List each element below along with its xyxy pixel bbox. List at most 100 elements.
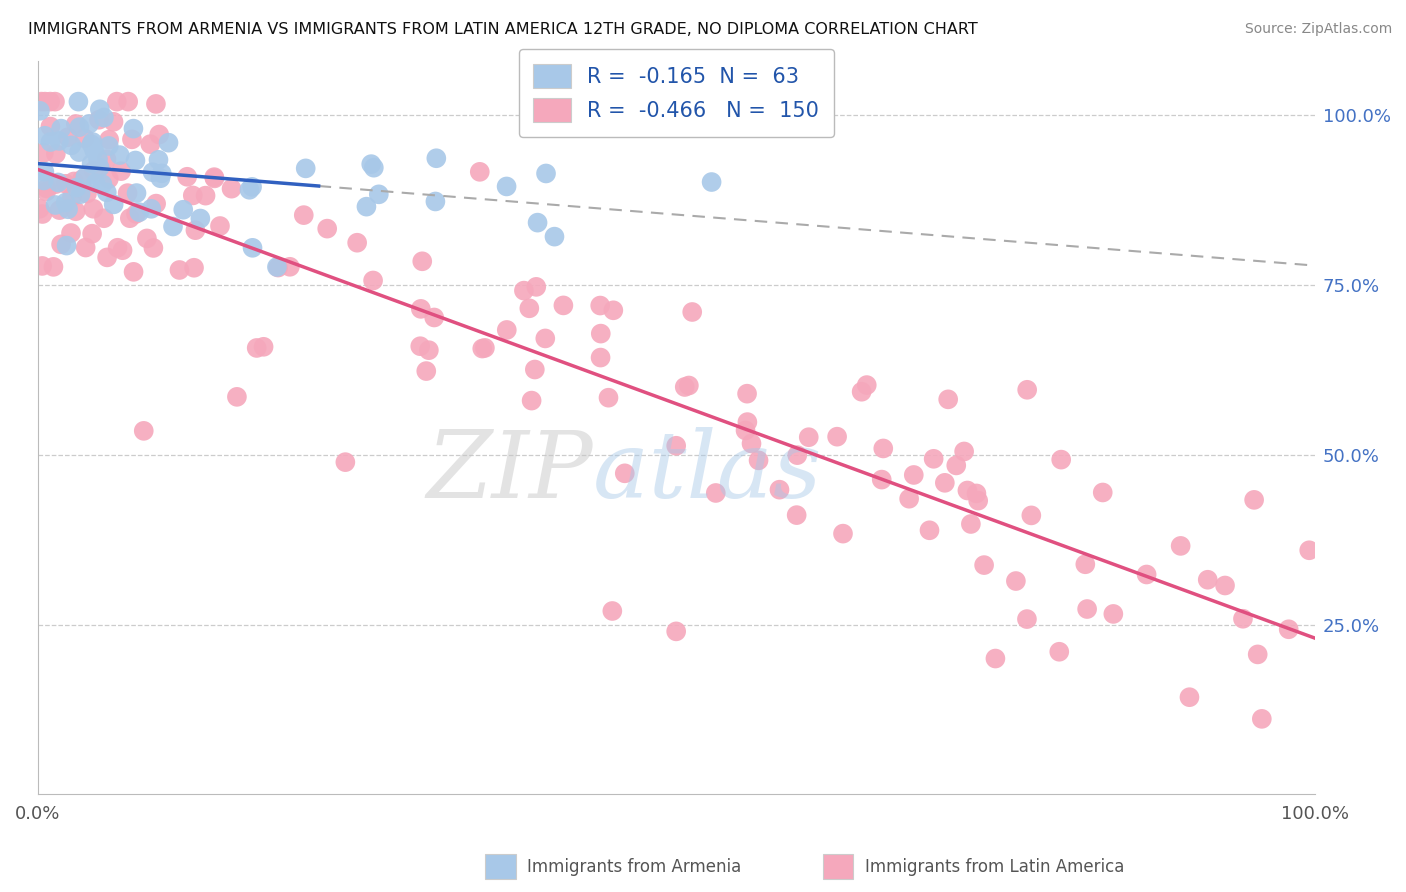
Point	[96, 251, 118, 265]
Point	[169, 263, 191, 277]
Point	[361, 273, 384, 287]
Point	[204, 171, 226, 186]
Point	[700, 175, 723, 189]
Point	[145, 196, 167, 211]
Point	[45, 147, 67, 161]
Point	[1102, 607, 1125, 621]
Point	[425, 151, 447, 165]
Point	[56, 202, 79, 217]
Point	[172, 202, 194, 217]
Point	[44, 95, 66, 109]
Point	[60, 190, 83, 204]
Point	[226, 390, 249, 404]
Point	[98, 133, 121, 147]
Point	[1250, 712, 1272, 726]
Point	[55, 238, 77, 252]
Point	[28, 202, 51, 216]
Point	[80, 137, 103, 152]
Point	[63, 174, 86, 188]
Point	[221, 182, 243, 196]
Point	[103, 197, 125, 211]
Point	[825, 430, 848, 444]
Point	[1197, 573, 1219, 587]
Point	[32, 145, 55, 160]
Point	[240, 180, 263, 194]
Point	[409, 301, 432, 316]
Point	[103, 115, 125, 129]
Point	[96, 186, 118, 200]
Point	[148, 153, 170, 167]
Point	[75, 241, 97, 255]
Point	[148, 128, 170, 142]
Point	[91, 178, 114, 192]
Point	[1278, 622, 1301, 636]
Point	[967, 493, 990, 508]
Point	[356, 200, 378, 214]
Point	[110, 164, 132, 178]
Point	[97, 172, 120, 186]
Point	[32, 173, 55, 187]
Point	[73, 131, 96, 145]
Point	[80, 156, 103, 170]
Point	[589, 326, 612, 341]
Point	[55, 177, 77, 191]
Point	[1091, 485, 1114, 500]
Point	[851, 384, 873, 399]
Point	[678, 378, 700, 392]
Point	[122, 121, 145, 136]
Point	[70, 172, 93, 186]
Point	[1047, 645, 1070, 659]
Point	[188, 211, 211, 226]
Point	[34, 95, 56, 109]
Point	[142, 165, 165, 179]
Point	[984, 651, 1007, 665]
Point	[31, 207, 53, 221]
Point	[184, 223, 207, 237]
Point	[1247, 648, 1270, 662]
Point	[598, 391, 620, 405]
Point	[111, 244, 134, 258]
Point	[49, 237, 72, 252]
Point	[44, 198, 66, 212]
Point	[960, 516, 983, 531]
Point	[96, 153, 118, 167]
Point	[82, 135, 104, 149]
Point	[202, 170, 225, 185]
Point	[589, 351, 612, 365]
Point	[76, 186, 98, 201]
Point	[128, 205, 150, 219]
Point	[316, 221, 339, 235]
Point	[150, 166, 173, 180]
Point	[83, 144, 105, 158]
Point	[735, 386, 758, 401]
Point	[495, 323, 517, 337]
Point	[520, 393, 543, 408]
Point	[367, 187, 389, 202]
Point	[65, 180, 87, 194]
Point	[176, 169, 198, 184]
Point	[665, 439, 688, 453]
Point	[117, 186, 139, 200]
Text: Source: ZipAtlas.com: Source: ZipAtlas.com	[1244, 22, 1392, 37]
Point	[183, 260, 205, 275]
Point	[132, 424, 155, 438]
Point	[83, 163, 105, 178]
Point	[832, 526, 855, 541]
Point	[194, 188, 217, 202]
Point	[734, 424, 756, 438]
Point	[141, 202, 163, 216]
Point	[1136, 567, 1159, 582]
Point	[46, 176, 69, 190]
Point	[973, 558, 995, 573]
Point	[34, 128, 56, 143]
Point	[208, 219, 231, 233]
Text: ZIP: ZIP	[426, 426, 593, 516]
Point	[965, 486, 987, 500]
Point	[31, 259, 53, 273]
Point	[1017, 383, 1039, 397]
Point	[474, 341, 496, 355]
Point	[1298, 543, 1320, 558]
Point	[495, 179, 517, 194]
Point	[613, 467, 636, 481]
Point	[125, 207, 148, 221]
